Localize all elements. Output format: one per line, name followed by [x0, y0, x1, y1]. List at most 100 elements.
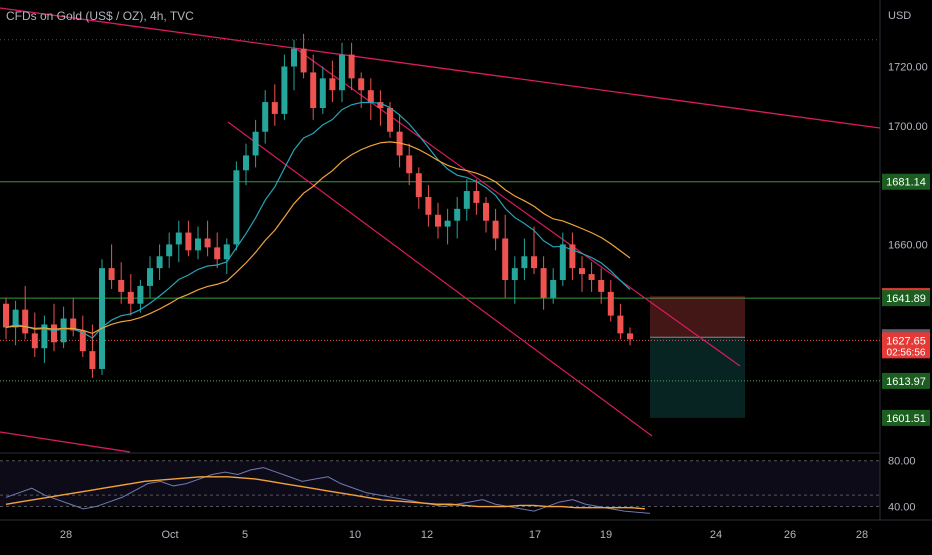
candle-body: [214, 247, 221, 260]
rsi-line: [5, 467, 651, 514]
candle-body: [137, 285, 144, 304]
candle-body: [70, 318, 77, 331]
candle-body: [310, 72, 317, 108]
rsi-tick-label: 80.00: [888, 456, 916, 468]
candle-body: [22, 309, 29, 334]
candle-body: [531, 256, 537, 269]
currency-label: USD: [888, 10, 911, 22]
price-axis: USD 1720.00 1700.00 1660.00: [888, 10, 928, 251]
candle-body: [579, 268, 585, 275]
candle-body: [118, 280, 125, 292]
candle-body: [502, 238, 509, 280]
candle-body: [252, 131, 259, 156]
time-tick-label: 24: [710, 529, 722, 541]
candle-body: [79, 330, 86, 352]
candle-body: [415, 173, 422, 197]
candle-body: [358, 78, 365, 91]
candle-body: [204, 238, 211, 248]
candle-body: [127, 291, 134, 304]
price-badge-label: 1613.97: [886, 376, 926, 388]
time-tick-label: Oct: [161, 529, 178, 541]
time-tick-label: 28: [60, 529, 72, 541]
candle-body: [435, 214, 441, 227]
candle-body: [329, 78, 336, 91]
candle-body: [473, 191, 480, 203]
candle-body: [521, 256, 528, 269]
candle-body: [99, 268, 105, 369]
candle-body: [12, 309, 19, 328]
candle-body: [175, 232, 182, 245]
candle-body: [147, 268, 153, 286]
price-tick-label: 1700.00: [888, 121, 928, 133]
rsi-ma-line: [5, 476, 646, 510]
candle-body: [444, 220, 451, 227]
candle-body: [550, 280, 557, 298]
chart-title: CFDs on Gold (US$ / OZ), 4h, TVC: [6, 9, 194, 23]
channel-lower-line: [227, 121, 653, 437]
candle-body: [377, 102, 384, 108]
candle-body: [406, 155, 413, 174]
candle-body: [51, 324, 57, 343]
candle-body: [243, 155, 249, 171]
candle-body: [60, 318, 67, 343]
price-badge-label: 1681.14: [886, 177, 926, 189]
candle-body: [300, 48, 307, 73]
time-tick-label: 26: [784, 529, 796, 541]
price-badge: [882, 372, 930, 389]
candle-body: [598, 280, 605, 292]
candle-body: [425, 196, 432, 215]
candle-body: [483, 202, 489, 221]
candle-body: [89, 351, 96, 369]
lower-trendline: [0, 431, 131, 453]
candle-body: [348, 54, 355, 79]
time-tick-label: 5: [242, 529, 248, 541]
candle-body: [559, 244, 566, 280]
price-badge: [882, 290, 930, 307]
price-badge-label: 1601.51: [886, 413, 926, 425]
time-tick-label: 17: [529, 529, 541, 541]
candle-body: [223, 244, 230, 260]
candle-body: [41, 324, 48, 349]
long-trendline: [0, 7, 881, 129]
price-tick-label: 1720.00: [888, 61, 928, 73]
rsi-tick-label: 40.00: [888, 502, 916, 514]
candle-body: [569, 244, 576, 269]
time-tick-label: 12: [421, 529, 433, 541]
candle-body: [319, 78, 326, 108]
ema-fast-line: [5, 101, 631, 339]
candle-body: [540, 268, 547, 298]
candle-body: [271, 102, 278, 114]
candle-body: [454, 208, 461, 221]
time-tick-label: 10: [349, 529, 361, 541]
candle-body: [492, 220, 499, 239]
stop-loss-zone: [650, 296, 745, 338]
candle-body: [588, 274, 595, 280]
candle-body: [195, 238, 201, 251]
time-tick-label: 28: [856, 529, 868, 541]
countdown-label: 02:56:56: [887, 347, 926, 358]
candle-body: [511, 268, 518, 280]
candle-body: [166, 244, 173, 257]
price-tick-label: 1660.00: [888, 239, 928, 251]
candle-body: [617, 315, 624, 334]
price-badge: [882, 332, 930, 359]
ema-slow-line: [5, 141, 631, 335]
candle-body: [31, 333, 38, 349]
candle-body: [291, 48, 297, 67]
candle-body: [262, 102, 269, 132]
price-badge: [882, 173, 930, 190]
candle-body: [387, 108, 393, 132]
candle-body: [607, 291, 614, 316]
candle-body: [281, 66, 288, 114]
candle-body: [627, 333, 633, 340]
candle-body: [367, 90, 374, 103]
price-badge: [882, 409, 930, 426]
candle-body: [108, 268, 115, 280]
candle-body: [463, 191, 470, 209]
take-profit-zone: [650, 337, 745, 418]
candle-body: [156, 256, 163, 269]
candle-body: [233, 170, 240, 245]
price-badge-label: 1627.65: [886, 335, 926, 347]
